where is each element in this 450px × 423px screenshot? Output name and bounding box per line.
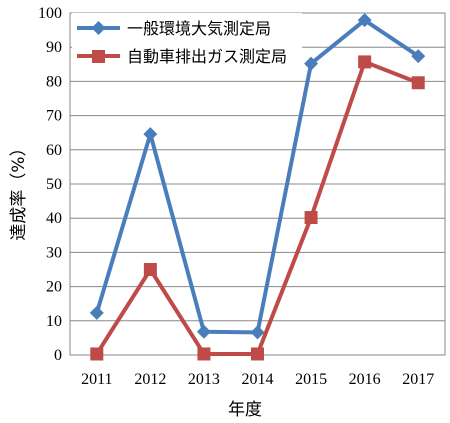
data-point <box>358 55 372 69</box>
data-point <box>250 325 265 340</box>
x-tick-label: 2014 <box>242 371 274 388</box>
y-tick-label: 40 <box>46 210 62 227</box>
legend: 一般環境大気測定局 自動車排出ガス測定局 <box>72 13 302 68</box>
series-1 <box>89 13 426 340</box>
x-tick-label: 2011 <box>81 371 112 388</box>
legend-label-series-1: 一般環境大気測定局 <box>127 19 271 38</box>
y-tick-label: 60 <box>46 142 62 159</box>
data-point <box>251 347 264 361</box>
data-point <box>143 263 157 276</box>
data-point <box>197 347 211 361</box>
legend-marker-series-2 <box>92 50 105 63</box>
data-point <box>304 211 318 225</box>
x-tick-label: 2015 <box>295 371 327 388</box>
y-tick-label: 0 <box>54 347 62 364</box>
data-point <box>90 347 104 361</box>
x-axis-title: 年度 <box>228 400 262 420</box>
data-point <box>89 305 104 320</box>
legend-marker-series-1 <box>91 21 106 35</box>
y-tick-label: 80 <box>46 73 62 90</box>
series-line <box>95 59 419 356</box>
legend-label-series-2: 自動車排出ガス測定局 <box>127 47 287 66</box>
y-tick-label: 10 <box>46 313 62 330</box>
data-series <box>89 13 426 361</box>
legend-box <box>72 13 302 68</box>
x-tick-label: 2016 <box>349 371 381 388</box>
y-tick-label: 30 <box>46 244 62 261</box>
x-tick-label: 2012 <box>134 371 166 388</box>
data-point <box>411 49 426 64</box>
data-point <box>357 13 372 28</box>
x-tick-label: 2013 <box>188 371 220 388</box>
y-tick-label: 70 <box>46 108 62 125</box>
y-tick-label: 90 <box>46 39 62 56</box>
data-point <box>411 76 425 90</box>
x-axis-tick-labels: 2011 2012 2013 2014 2015 2016 2017 <box>81 371 434 388</box>
y-tick-label: 20 <box>46 279 62 296</box>
y-axis-tick-labels: 0 10 20 30 40 50 60 70 80 90 100 <box>38 5 62 364</box>
y-tick-label: 50 <box>46 176 62 193</box>
y-tick-label: 100 <box>38 5 62 22</box>
x-tick-label: 2017 <box>402 371 434 388</box>
y-axis-title: 達成率（%） <box>9 139 29 240</box>
data-point <box>143 127 158 142</box>
data-point <box>196 324 211 339</box>
series-2 <box>90 55 425 361</box>
data-point <box>304 56 319 71</box>
